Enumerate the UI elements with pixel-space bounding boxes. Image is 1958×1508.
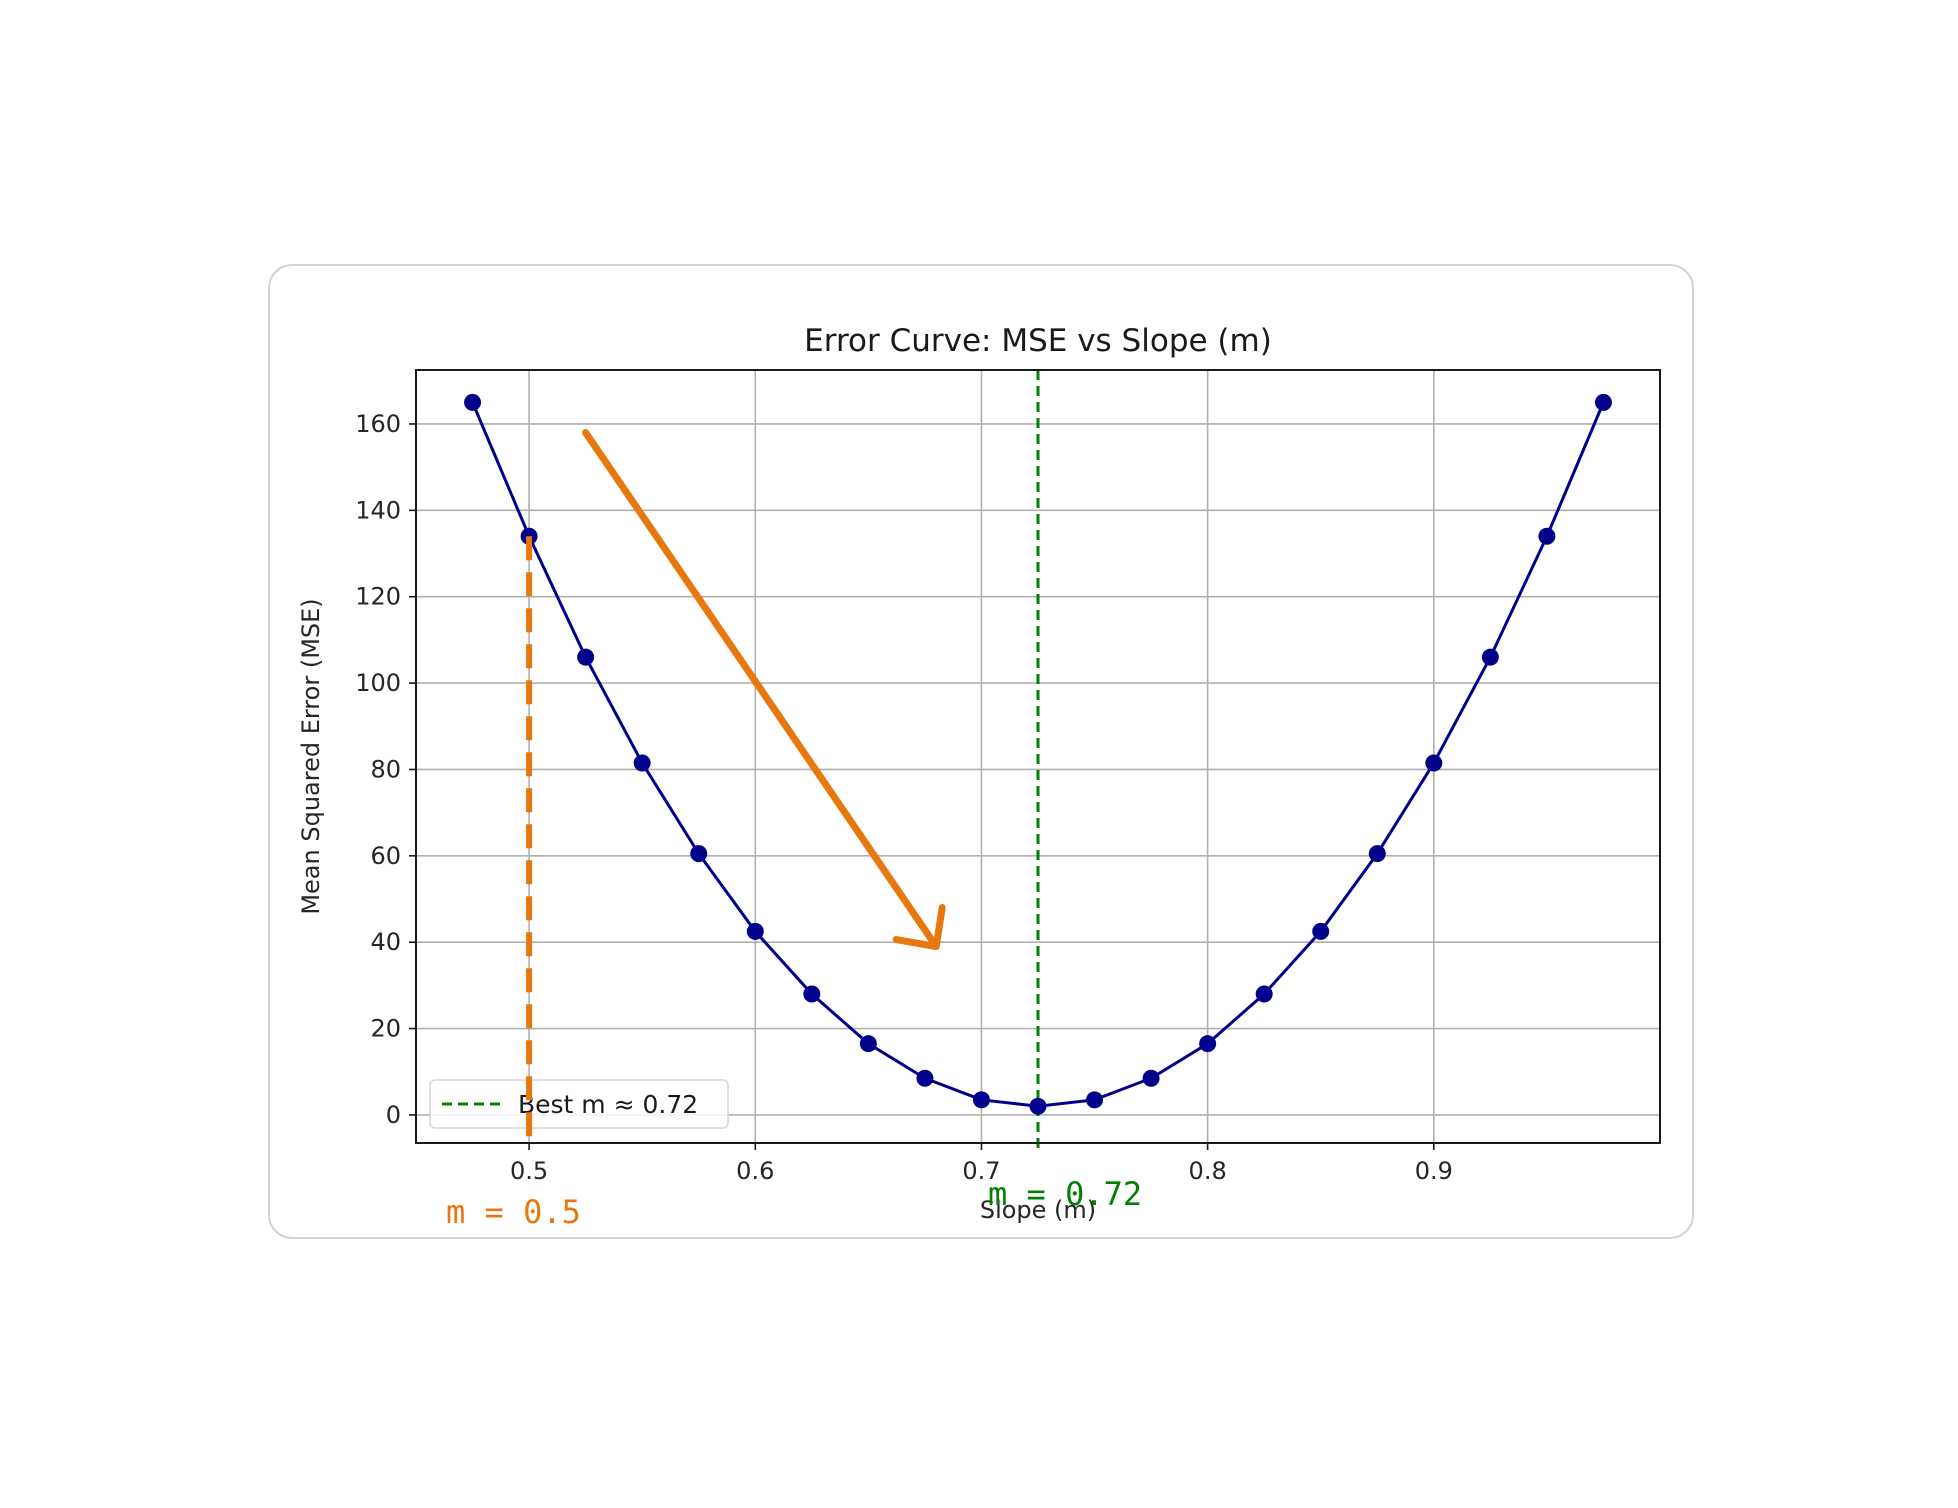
legend-box <box>429 1079 729 1129</box>
chart-card: 0.5 0.6 0.7 0.8 0.9 0 20 40 60 80 100 120 140 160 Err… <box>268 264 1694 1239</box>
arrow-shaft <box>582 429 940 951</box>
x-tick-label: 0.9 <box>1415 1157 1453 1185</box>
data-point <box>633 754 651 772</box>
data-point <box>916 1069 934 1087</box>
x-tick-label: 0.5 <box>510 1157 548 1185</box>
y-tick-label: 120 <box>355 583 401 611</box>
y-tick-label: 100 <box>355 669 401 697</box>
chart-title: Error Curve: MSE vs Slope (m) <box>804 323 1272 359</box>
x-tick-label: 0.7 <box>962 1157 1000 1185</box>
legend: Best m ≈ 0.72 <box>429 1079 729 1129</box>
tick-labels: 0.5 0.6 0.7 0.8 0.9 0 20 40 60 80 100 120 140 160 <box>355 410 1453 1185</box>
data-point <box>972 1091 990 1109</box>
data-point <box>1255 985 1273 1003</box>
y-tick-label: 80 <box>370 755 401 783</box>
arrow-head <box>892 904 946 951</box>
data-point <box>1481 648 1499 666</box>
descent-arrow <box>582 429 946 951</box>
x-tick-label: 0.6 <box>736 1157 774 1185</box>
chart: 0.5 0.6 0.7 0.8 0.9 0 20 40 60 80 100 120 140 160 Err… <box>297 323 1661 1231</box>
plot-frame <box>415 369 1661 1144</box>
data-point <box>859 1035 877 1053</box>
data-point <box>1199 1035 1217 1053</box>
data-point <box>464 393 482 411</box>
y-tick-label: 160 <box>355 410 401 438</box>
y-tick-label: 140 <box>355 496 401 524</box>
plot-border <box>415 369 1661 1144</box>
y-axis-label: Mean Squared Error (MSE) <box>297 598 325 914</box>
data-point <box>1425 754 1443 772</box>
y-tick-label: 0 <box>386 1101 401 1129</box>
annotation-start-m: m = 0.5 <box>446 1193 581 1231</box>
series-layer <box>464 393 1612 1115</box>
data-point <box>690 845 708 863</box>
data-point <box>803 985 821 1003</box>
data-point <box>1142 1069 1160 1087</box>
legend-label: Best m ≈ 0.72 <box>518 1090 698 1119</box>
y-tick-label: 20 <box>370 1015 401 1043</box>
y-tick-label: 60 <box>370 842 401 870</box>
x-axis-label: Slope (m) <box>980 1196 1096 1224</box>
data-point <box>1029 1097 1047 1115</box>
data-point <box>577 648 595 666</box>
x-tick-label: 0.8 <box>1189 1157 1227 1185</box>
data-point <box>1312 922 1330 940</box>
annotation-best-m: m = 0.72 <box>988 1175 1142 1213</box>
y-tick-label: 40 <box>370 928 401 956</box>
data-point <box>1086 1091 1104 1109</box>
data-point <box>1368 845 1386 863</box>
data-point <box>746 922 764 940</box>
data-point <box>1538 527 1556 545</box>
data-point <box>1594 393 1612 411</box>
